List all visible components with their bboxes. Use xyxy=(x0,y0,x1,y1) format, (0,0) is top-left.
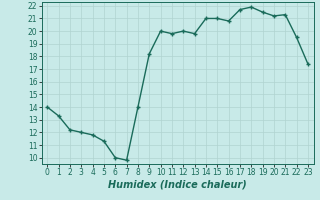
X-axis label: Humidex (Indice chaleur): Humidex (Indice chaleur) xyxy=(108,180,247,190)
